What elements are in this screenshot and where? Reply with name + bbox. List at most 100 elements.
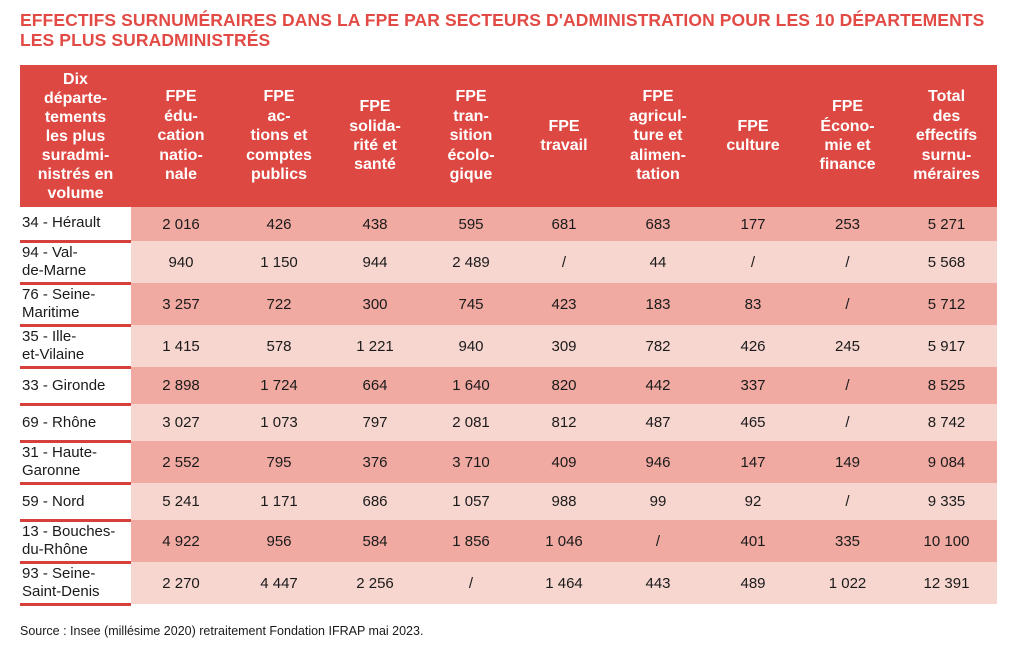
table-body: 34 - Hérault 2 016 426 438 595 681 683 177 253 5 …	[20, 207, 997, 606]
header-line: travail	[540, 137, 588, 154]
table-row: 94 - Val-de-Marne 940 1 150 944 2 489/44//5 …	[20, 241, 997, 285]
value-cell: 683	[609, 207, 707, 241]
value-cell: 944	[327, 241, 423, 283]
header-line: cation	[157, 127, 205, 145]
department-line: 76 - Seine-	[22, 286, 96, 303]
value-cell: 940	[131, 241, 231, 283]
header-line: gique	[449, 166, 493, 184]
header-line: agricul-	[629, 107, 687, 125]
value-cell: 2 270	[131, 562, 231, 604]
header-line: les plus	[45, 127, 106, 145]
value-cell: 1 171	[231, 483, 327, 520]
value-cell: 1 724	[231, 367, 327, 404]
header-line: volume	[47, 184, 104, 202]
department-cell: 69 - Rhône	[20, 404, 131, 443]
value-cell: 465	[707, 404, 799, 441]
value-cell: 578	[231, 325, 327, 367]
value-cell: 83	[707, 283, 799, 325]
header-line: culture	[726, 137, 780, 154]
value-cell: 1 856	[423, 520, 519, 562]
value-cell: 1 057	[423, 483, 519, 520]
value-cell: /	[799, 483, 896, 520]
department-cell: 76 - Seine- Maritime	[20, 283, 131, 327]
value-cell: 8 742	[896, 404, 997, 441]
value-cell: 2 016	[131, 207, 231, 241]
department-line: 94 - Val-	[22, 244, 78, 261]
table-row: 34 - Hérault 2 016 426 438 595 681 683 177 253 5 …	[20, 207, 997, 243]
value-cell: 595	[423, 207, 519, 241]
value-cell: 3 027	[131, 404, 231, 441]
value-cell: 1 046	[519, 520, 609, 562]
header-line: FPE	[263, 88, 295, 106]
value-cell: 5 568	[896, 241, 997, 283]
value-cell: /	[423, 562, 519, 604]
value-cell: 2 898	[131, 367, 231, 404]
value-cell: 940	[423, 325, 519, 367]
department-line: 13 - Bouches-	[22, 523, 116, 540]
value-cell: 2 552	[131, 441, 231, 483]
header-line: ture et	[633, 127, 683, 145]
header-line: solida-	[349, 117, 401, 135]
value-cell: 664	[327, 367, 423, 404]
header-line: nistrés en	[37, 165, 114, 183]
value-cell: 1 464	[519, 562, 609, 604]
value-cell: 681	[519, 207, 609, 241]
table-row: 59 - Nord 5 241 1 171 686 1 057 988 99 92/9 335	[20, 483, 997, 522]
header-line: départe-	[43, 89, 108, 107]
value-cell: 9 335	[896, 483, 997, 520]
value-cell: 487	[609, 404, 707, 441]
value-cell: 956	[231, 520, 327, 562]
header-line: des	[932, 107, 961, 125]
department-line: Saint-Denis	[22, 583, 100, 600]
value-cell: 253	[799, 207, 896, 241]
value-cell: /	[799, 283, 896, 325]
value-cell: 820	[519, 367, 609, 404]
value-cell: 1 022	[799, 562, 896, 604]
value-cell: 1 221	[327, 325, 423, 367]
value-cell: 2 256	[327, 562, 423, 604]
header-line: FPE	[165, 88, 197, 106]
value-cell: 92	[707, 483, 799, 520]
value-cell: 1 415	[131, 325, 231, 367]
table-row: 33 - Gironde 2 898 1 724 664 1 640 820 442 337/…	[20, 367, 997, 406]
header-line: sition	[449, 127, 493, 145]
value-cell: 5 271	[896, 207, 997, 241]
value-cell: 401	[707, 520, 799, 562]
header-line: FPE	[737, 117, 769, 135]
title-line-2: LES PLUS SURADMINISTRÉS	[20, 30, 271, 50]
value-cell: 4 447	[231, 562, 327, 604]
table-row: 76 - Seine- Maritime 3 257 722 300 745 423 183 8…	[20, 283, 997, 327]
department-cell: 35 - Ille-et-Vilaine	[20, 325, 131, 369]
value-cell: 44	[609, 241, 707, 283]
value-cell: 309	[519, 325, 609, 367]
department-line: du-Rhône	[22, 541, 88, 558]
value-cell: 376	[327, 441, 423, 483]
value-cell: 722	[231, 283, 327, 325]
table-row: 35 - Ille-et-Vilaine 1 415 578 1 221 940 309 7…	[20, 325, 997, 369]
value-cell: 782	[609, 325, 707, 367]
header-line: santé	[354, 156, 396, 174]
header-line: FPE	[359, 98, 391, 116]
column-header: Total des effectifs surnu-méraires	[896, 65, 997, 207]
department-line: 31 - Haute-	[22, 444, 98, 461]
header-line: FPE	[831, 98, 864, 116]
department-line: 69 - Rhône	[22, 413, 97, 431]
data-table: Dix départe-tements les plus suradmi-nistré…	[20, 65, 997, 606]
header-line: mie et	[824, 137, 871, 154]
value-cell: 335	[799, 520, 896, 562]
value-cell: /	[519, 241, 609, 283]
value-cell: /	[799, 241, 896, 283]
value-cell: 300	[327, 283, 423, 325]
value-cell: 795	[231, 441, 327, 483]
department-line: 93 - Seine-	[22, 565, 96, 582]
value-cell: 409	[519, 441, 609, 483]
department-cell: 33 - Gironde	[20, 367, 131, 406]
value-cell: 745	[423, 283, 519, 325]
header-line: Total	[927, 88, 966, 106]
table-row: 13 - Bouches-du-Rhône 4 922 956 584 1 856 1 0…	[20, 520, 997, 564]
title-line-1: EFFECTIFS SURNUMÉRAIRES DANS LA FPE PAR …	[20, 10, 985, 30]
source-note: Source : Insee (millésime 2020) retraite…	[20, 624, 424, 638]
header-line: tements	[44, 108, 107, 126]
value-cell: /	[609, 520, 707, 562]
column-header: FPE Écono-mie et finance	[799, 65, 896, 207]
